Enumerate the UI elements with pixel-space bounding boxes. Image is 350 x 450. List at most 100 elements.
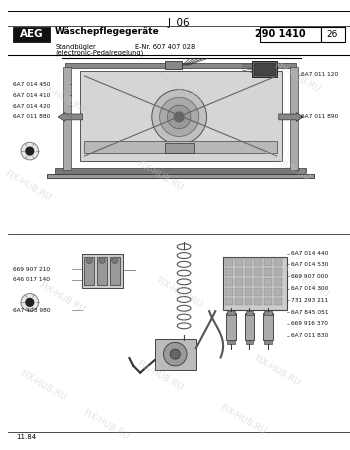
Bar [254,63,275,75]
Bar [254,297,262,305]
Text: J  06: J 06 [168,18,190,28]
Text: Standbügler: Standbügler [55,44,96,50]
Text: FIX-HUB.RU: FIX-HUB.RU [281,266,331,300]
Circle shape [21,293,38,311]
Bar [254,288,262,296]
Bar [290,67,298,170]
Bar [254,258,262,266]
Text: FIX-HUB.RU: FIX-HUB.RU [262,149,311,183]
Bar [252,61,277,77]
Text: 6A7 011 880: 6A7 011 880 [13,114,51,119]
Bar [82,254,122,288]
Bar [97,256,107,285]
Bar [274,288,282,296]
Text: FIX-HUB.RU: FIX-HUB.RU [252,354,301,387]
Circle shape [26,298,34,306]
Bar [110,256,120,285]
Text: FIX-HUB.RU: FIX-HUB.RU [272,61,321,94]
Bar [164,61,182,69]
Text: 6A7 403 980: 6A7 403 980 [13,308,51,313]
Bar [254,268,262,276]
Text: 26: 26 [327,30,338,39]
Text: 11.84: 11.84 [16,434,36,440]
Bar [260,27,321,42]
Text: 290 1410: 290 1410 [256,29,306,40]
Bar [246,311,253,315]
Circle shape [152,90,206,144]
Bar [225,268,233,276]
Circle shape [160,97,199,136]
Bar [264,268,272,276]
Bar [55,168,306,174]
Bar [264,288,272,296]
Bar [264,278,272,286]
Bar [246,341,253,344]
Bar [79,71,282,161]
Text: FIX-HUB.RU: FIX-HUB.RU [3,168,52,202]
Circle shape [86,257,92,263]
Text: 6A7 011 830: 6A7 011 830 [292,333,329,338]
Circle shape [26,147,34,155]
Bar [264,297,272,305]
Bar [235,258,243,266]
Text: 646 017 140: 646 017 140 [13,278,50,283]
Bar [227,311,235,315]
Text: 669 907 210: 669 907 210 [13,267,50,272]
Bar [245,258,252,266]
Bar [225,288,233,296]
Bar [254,278,262,286]
Bar [13,27,50,42]
Bar [225,258,233,266]
Bar [47,174,314,178]
Circle shape [163,342,187,366]
Bar [264,341,272,344]
Text: 669 916 370: 669 916 370 [292,321,328,326]
Text: 6A7 014 530: 6A7 014 530 [292,262,329,267]
Text: 6A7 011 120: 6A7 011 120 [301,72,338,77]
Text: FIX-HUB.RU: FIX-HUB.RU [37,81,86,114]
Text: 6A7 014 450: 6A7 014 450 [13,82,51,87]
Bar [264,311,272,315]
Text: 6A7 014 300: 6A7 014 300 [292,286,329,291]
Text: 6A7 014 410: 6A7 014 410 [13,93,51,98]
Circle shape [170,349,180,359]
Bar [84,256,94,285]
Bar [245,297,252,305]
Text: FIX-HUB.RU: FIX-HUB.RU [18,369,67,402]
Text: Wäschepflegegeräte: Wäschepflegegeräte [55,27,160,36]
Text: 6A7 011 890: 6A7 011 890 [301,114,338,119]
Circle shape [21,142,38,160]
Text: 6A7 014 420: 6A7 014 420 [13,104,51,109]
Text: FIX-HUB.RU: FIX-HUB.RU [218,403,267,436]
Text: FIX-HUB.RU: FIX-HUB.RU [135,359,184,392]
Bar [274,258,282,266]
Bar [245,313,254,341]
Bar [164,143,194,153]
Text: 6A7 014 440: 6A7 014 440 [292,251,329,256]
Bar [235,278,243,286]
Text: 6A7 845 051: 6A7 845 051 [292,310,329,315]
Bar [65,63,296,68]
Bar [274,278,282,286]
Bar [245,268,252,276]
Circle shape [112,257,118,263]
Circle shape [174,112,184,122]
Bar [274,297,282,305]
Text: FIX-HUB.RU: FIX-HUB.RU [155,71,204,104]
Bar [155,338,196,370]
Bar [235,288,243,296]
Bar [321,27,345,42]
Circle shape [99,257,105,263]
Bar [225,297,233,305]
Bar [225,278,233,286]
Text: FIX-HUB.RU: FIX-HUB.RU [135,159,184,192]
Bar [264,258,272,266]
Bar [227,341,235,344]
Bar [226,313,236,341]
Text: FIX-HUB.RU: FIX-HUB.RU [155,276,204,310]
Bar [263,313,273,341]
Text: AEG: AEG [20,29,43,40]
Bar [235,268,243,276]
Bar [235,297,243,305]
Text: FIX-HUB.RU: FIX-HUB.RU [37,281,86,314]
